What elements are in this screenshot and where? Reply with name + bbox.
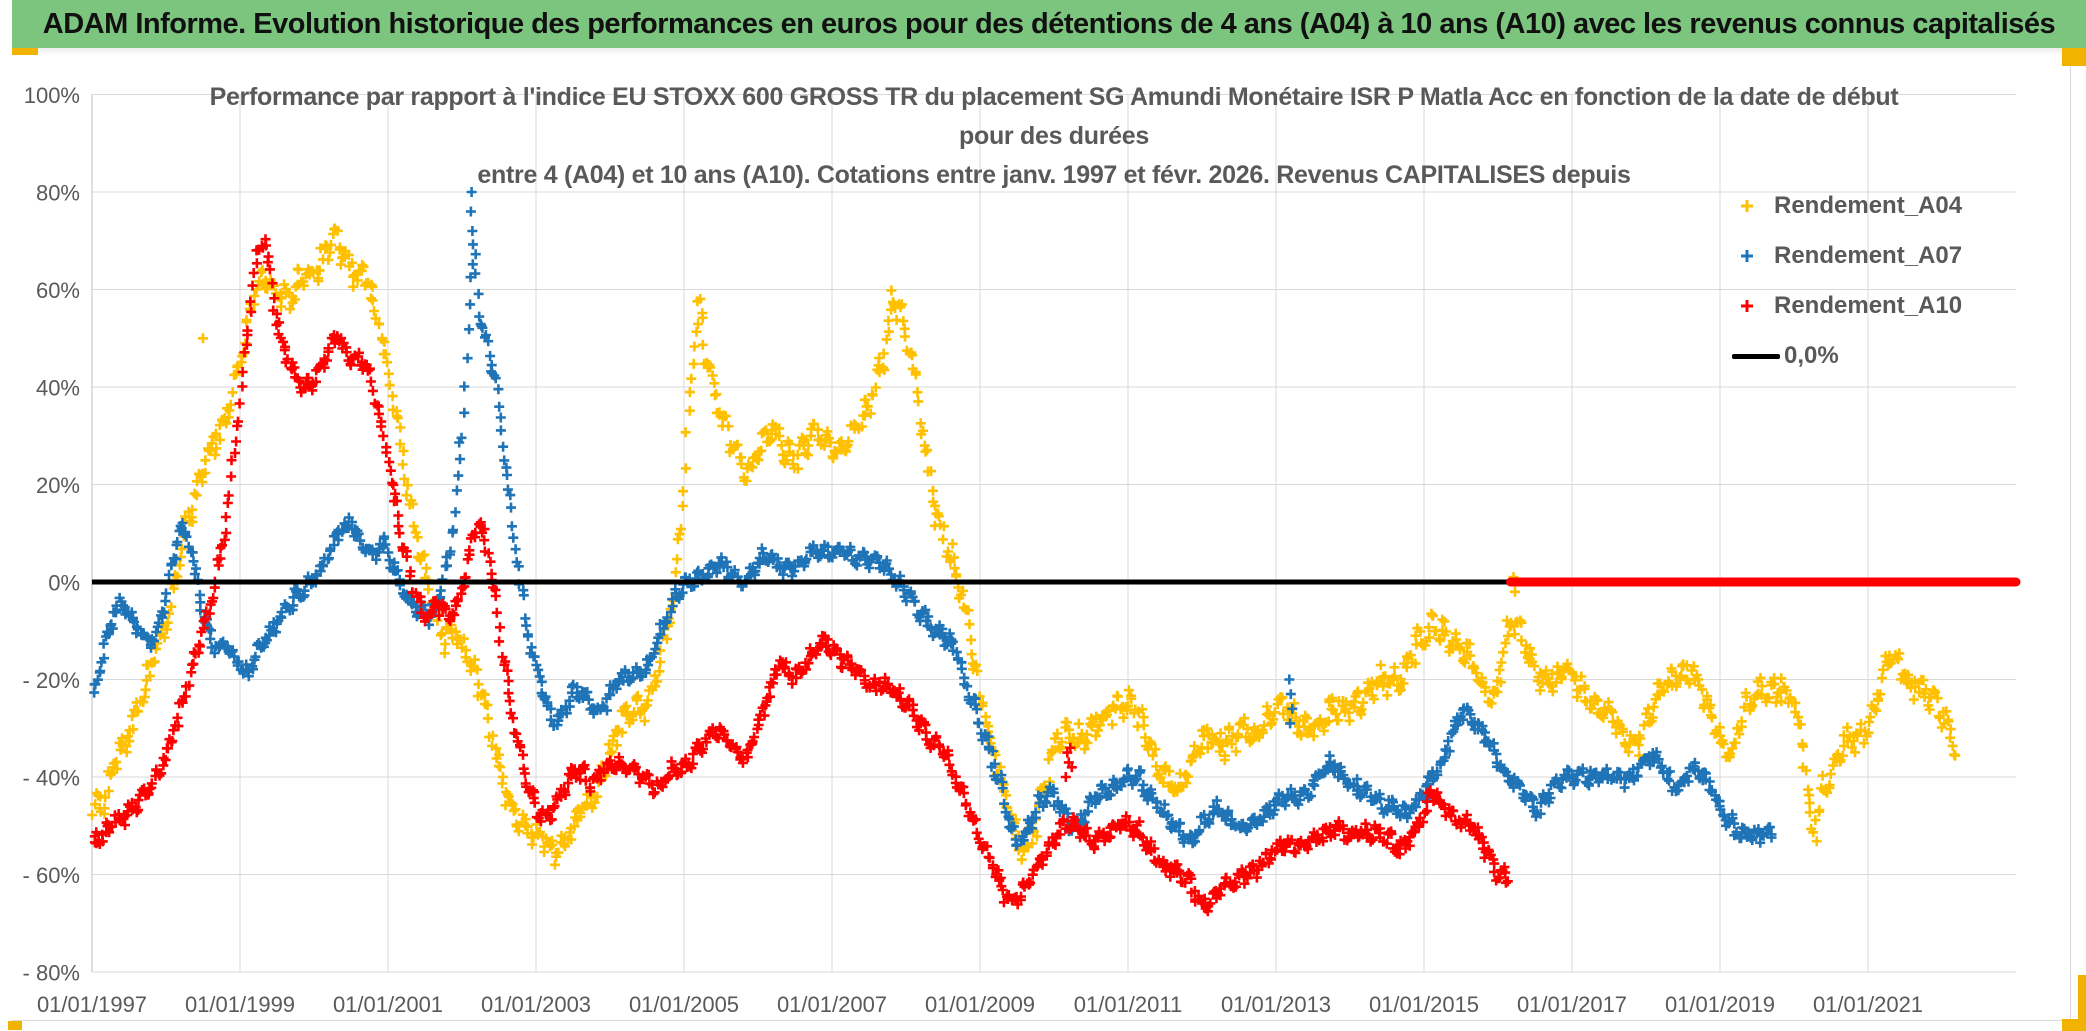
gold-accent-top-right — [2062, 48, 2086, 66]
svg-text:01/01/1999: 01/01/1999 — [185, 992, 295, 1017]
legend-item-zero-line[interactable]: 0,0% — [1732, 342, 2032, 370]
legend-label: Rendement_A10 — [1774, 292, 1963, 319]
svg-text:01/01/2001: 01/01/2001 — [333, 992, 443, 1017]
plus-marker-icon — [1741, 300, 1753, 312]
legend-label: 0,0% — [1784, 342, 1839, 369]
svg-text:01/01/2015: 01/01/2015 — [1369, 992, 1479, 1017]
legend-item-rendement-a04[interactable]: Rendement_A04 — [1732, 192, 2032, 220]
svg-text:- 60%: - 60% — [23, 863, 80, 888]
legend-label: Rendement_A07 — [1774, 242, 1963, 269]
svg-text:01/01/2011: 01/01/2011 — [1074, 992, 1182, 1017]
title-banner: ADAM Informe. Evolution historique des p… — [12, 0, 2086, 48]
plus-marker-icon — [1741, 200, 1753, 212]
svg-text:80%: 80% — [36, 181, 80, 206]
legend-item-rendement-a10[interactable]: Rendement_A10 — [1732, 292, 2032, 320]
svg-text:01/01/2005: 01/01/2005 — [629, 992, 739, 1017]
svg-text:01/01/2003: 01/01/2003 — [481, 992, 591, 1017]
svg-text:01/01/2019: 01/01/2019 — [1665, 992, 1775, 1017]
svg-text:01/01/1997: 01/01/1997 — [37, 992, 147, 1017]
svg-text:01/01/2009: 01/01/2009 — [925, 992, 1035, 1017]
svg-text:01/01/2007: 01/01/2007 — [777, 992, 887, 1017]
gold-accent-bottom-left — [8, 1021, 22, 1030]
svg-text:- 20%: - 20% — [23, 668, 80, 693]
chart-border-bottom — [12, 1020, 2070, 1021]
svg-text:01/01/2017: 01/01/2017 — [1517, 992, 1627, 1017]
chart-border-right — [2070, 57, 2071, 1021]
gold-accent-top-left — [12, 48, 38, 55]
svg-text:- 40%: - 40% — [23, 766, 80, 791]
svg-text:- 80%: - 80% — [23, 961, 80, 986]
header-shadow — [12, 48, 2086, 56]
chart-legend: Rendement_A04 Rendement_A07 Rendement_A1… — [1732, 192, 2032, 370]
svg-text:01/01/2013: 01/01/2013 — [1221, 992, 1331, 1017]
svg-text:40%: 40% — [36, 376, 80, 401]
gold-accent-right-strip — [2078, 975, 2086, 1027]
plus-marker-icon — [1741, 250, 1753, 262]
svg-text:0%: 0% — [48, 571, 80, 596]
svg-text:20%: 20% — [36, 473, 80, 498]
gold-accent-bottom-right — [2062, 1019, 2086, 1031]
svg-text:01/01/2021: 01/01/2021 — [1813, 992, 1923, 1017]
svg-text:60%: 60% — [36, 278, 80, 303]
zero-line-icon — [1732, 353, 1780, 359]
legend-label: Rendement_A04 — [1774, 192, 1963, 219]
svg-text:100%: 100% — [24, 83, 80, 108]
legend-item-rendement-a07[interactable]: Rendement_A07 — [1732, 242, 2032, 270]
title-banner-text: ADAM Informe. Evolution historique des p… — [42, 7, 2056, 40]
